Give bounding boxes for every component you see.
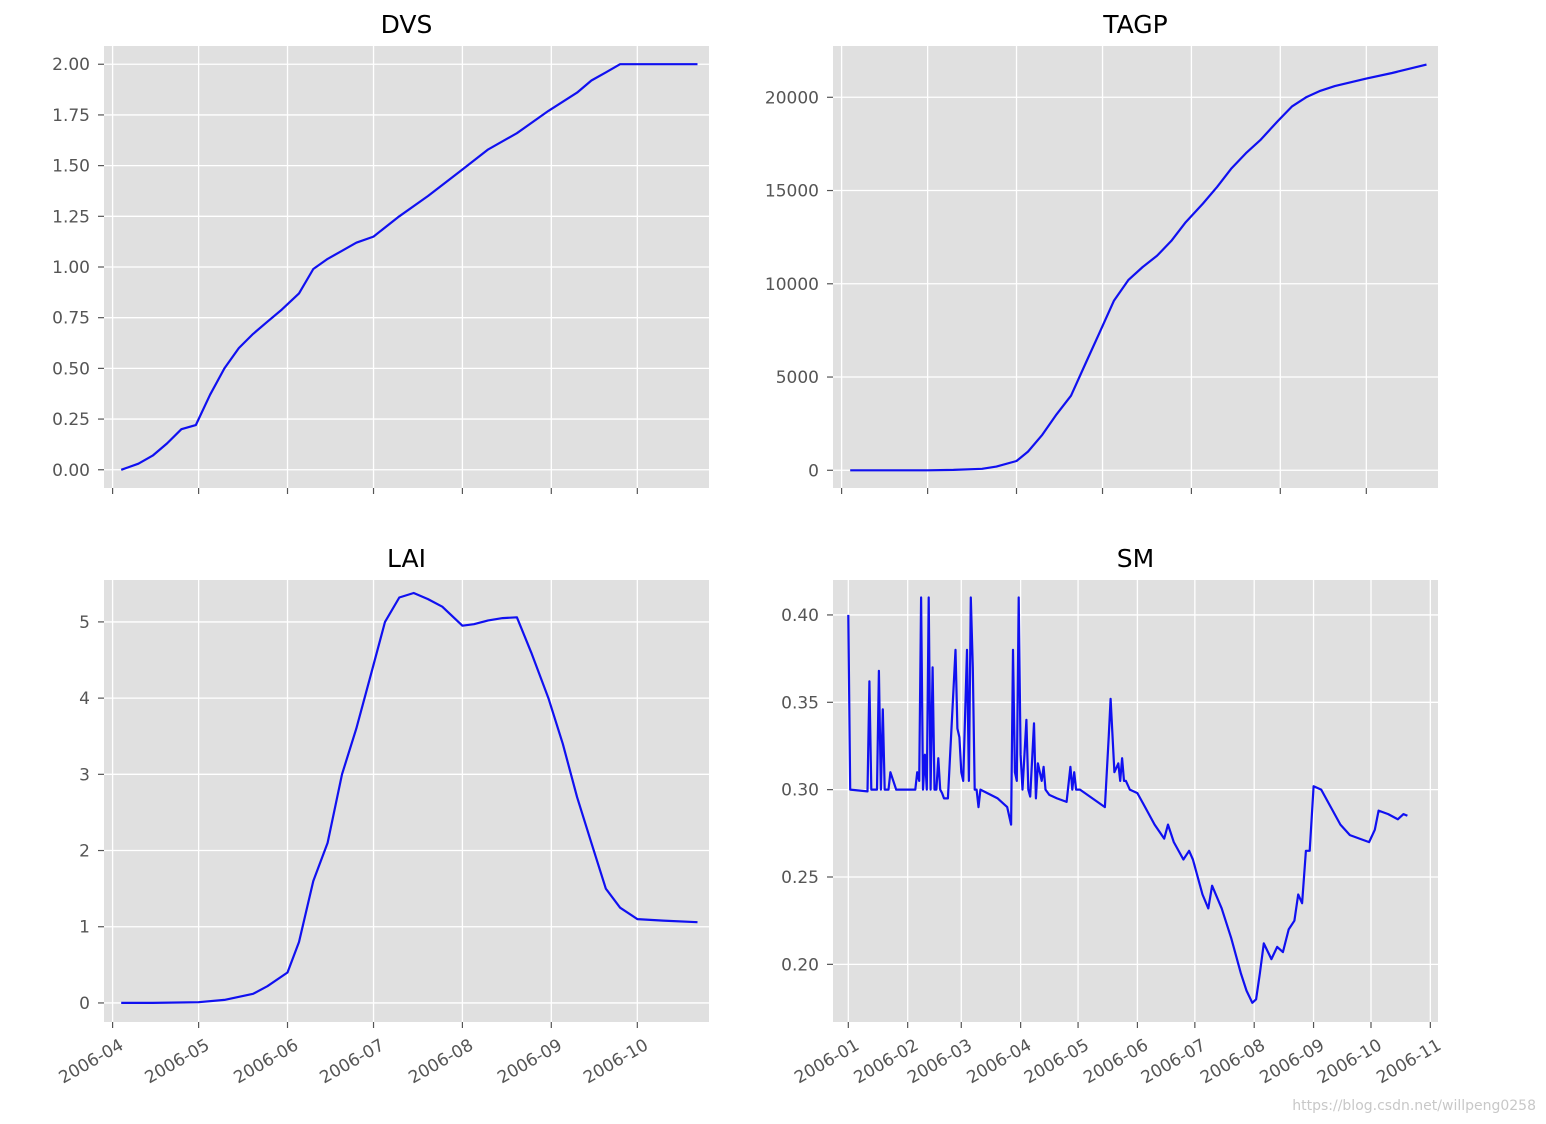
dvs-y-tick-label: 0.25 [52, 410, 90, 430]
tagp-y-tick-label: 0 [808, 461, 819, 481]
lai-plot-area [104, 580, 709, 1022]
lai-x-tick-label: 2006-07 [317, 1035, 389, 1088]
tagp-series-line [850, 63, 1427, 472]
dvs-series-line [120, 63, 698, 471]
tagp-y-tick-label: 15000 [765, 182, 819, 202]
lai-panel: 0 1 2 3 4 5 2006-04 2006-05 2006-06 2006-07 2006-0… [56, 544, 709, 1088]
sm-x-tick-label: 2006-07 [1138, 1035, 1210, 1088]
lai-x-tick-label: 2006-10 [580, 1035, 652, 1088]
dvs-y-tick-label: 1.25 [52, 207, 90, 227]
dvs-y-tick-label: 1.75 [52, 106, 90, 126]
tagp-panel: 0 5000 10000 15000 20000 TAGP [765, 10, 1438, 494]
sm-y-tick-label: 0.35 [781, 693, 819, 713]
tagp-title: TAGP [1102, 10, 1167, 39]
dvs-title: DVS [381, 10, 433, 39]
lai-title: LAI [387, 544, 426, 573]
dvs-y-tick-label: 0.50 [52, 359, 90, 379]
lai-x-tick-label: 2006-08 [405, 1035, 477, 1088]
lai-x-tick-label: 2006-06 [230, 1035, 302, 1088]
sm-x-tick-label: 2006-06 [1080, 1035, 1152, 1088]
lai-x-tick-label: 2006-09 [494, 1035, 566, 1088]
lai-x-tick-label: 2006-04 [56, 1035, 128, 1088]
sm-y-tick-label: 0.30 [781, 781, 819, 801]
lai-y-tick-label: 5 [79, 613, 90, 633]
tagp-y-tick-label: 5000 [776, 368, 819, 388]
sm-x-tick-label: 2006-01 [791, 1035, 863, 1088]
sm-y-tick-label: 0.40 [781, 606, 819, 626]
lai-y-tick-label: 0 [79, 994, 90, 1014]
sm-panel: 0.200.250.300.350.402006-012006-022006-0… [781, 544, 1445, 1088]
tagp-y-tick-label: 10000 [765, 275, 819, 295]
sm-x-tick-label: 2006-05 [1021, 1035, 1093, 1088]
sm-x-tick-label: 2006-04 [964, 1035, 1036, 1088]
dvs-y-tick-label: 2.00 [52, 55, 90, 75]
watermark: https://blog.csdn.net/willpeng0258 [1292, 1098, 1536, 1114]
sm-series-line [847, 596, 1408, 1004]
lai-y-tick-label: 3 [79, 765, 90, 785]
dvs-panel: 0.00 0.25 0.50 0.75 1.00 1.25 1.50 1.75 2.00 DVS [52, 10, 709, 494]
dvs-y-tick-label: 1.50 [52, 157, 90, 177]
lai-y-tick-label: 4 [79, 689, 90, 709]
tagp-plot-area [833, 46, 1438, 488]
lai-series-line [121, 591, 698, 1005]
dvs-y-tick-label: 1.00 [52, 258, 90, 278]
dvs-y-tick-label: 0.00 [52, 461, 90, 481]
sm-y-tick-label: 0.25 [781, 868, 819, 888]
sm-plot-area [833, 580, 1438, 1022]
sm-title: SM [1117, 544, 1154, 573]
dvs-y-tick-label: 0.75 [52, 309, 90, 329]
sm-x-tick-label: 2006-10 [1314, 1035, 1386, 1088]
sm-y-tick-label: 0.20 [781, 955, 819, 975]
lai-y-tick-label: 2 [79, 842, 90, 862]
sm-x-tick-label: 2006-08 [1197, 1035, 1269, 1088]
tagp-y-tick-label: 20000 [765, 88, 819, 108]
lai-y-tick-label: 1 [79, 918, 90, 938]
sm-x-tick-label: 2006-09 [1257, 1035, 1329, 1088]
sm-x-tick-label: 2006-11 [1373, 1035, 1445, 1088]
lai-x-tick-label: 2006-05 [142, 1035, 214, 1088]
